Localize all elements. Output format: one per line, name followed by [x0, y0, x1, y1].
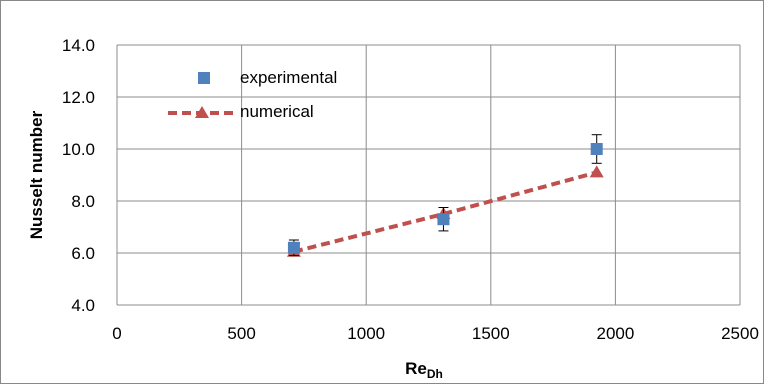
x-axis-title-subscript: Dh: [427, 367, 443, 381]
x-axis-title: ReDh: [405, 359, 443, 381]
x-tick-label: 500: [227, 324, 255, 343]
legend: experimental numerical: [168, 68, 337, 121]
legend-numerical-marker: [195, 106, 209, 118]
legend-numerical-label: numerical: [240, 102, 314, 121]
numerical-point: [589, 165, 604, 178]
legend-experimental-marker: [198, 72, 210, 84]
x-tick-label: 0: [112, 324, 121, 343]
x-tick-label: 2500: [721, 324, 759, 343]
experimental-point: [590, 143, 603, 155]
experimental-point: [437, 213, 450, 226]
y-axis-title: Nusselt number: [27, 110, 46, 239]
legend-experimental-label: experimental: [240, 68, 337, 87]
y-tick-label: 8.0: [71, 192, 95, 211]
x-tick-label: 2000: [596, 324, 634, 343]
y-tick-label: 4.0: [71, 296, 95, 315]
x-tick-label: 1000: [347, 324, 385, 343]
y-tick-label: 6.0: [71, 244, 95, 263]
y-tick-label: 10.0: [62, 140, 95, 159]
y-tick-label: 14.0: [62, 36, 95, 55]
y-tick-label: 12.0: [62, 88, 95, 107]
experimental-point: [287, 241, 300, 254]
x-tick-label: 1500: [472, 324, 510, 343]
